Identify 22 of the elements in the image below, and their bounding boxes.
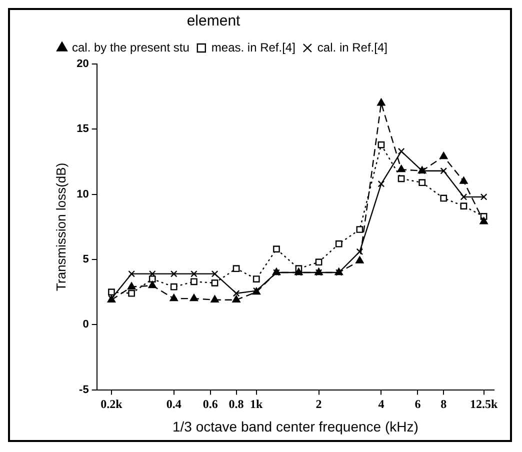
text: element: [186, 12, 242, 30]
legend-label: cal. by the present stu: [72, 40, 190, 54]
legend-label: meas. in Ref.[4]: [211, 40, 296, 54]
y-tick-label: 5: [82, 254, 89, 266]
y-axis-title: Transmission loss(dB): [53, 162, 68, 291]
x-tick-label: 12.5k: [470, 397, 498, 412]
x-tick-label: 2: [316, 397, 322, 412]
y-tick-label: 15: [76, 123, 89, 136]
y-tick-label: 0: [82, 318, 89, 331]
x-tick-label: 0.6: [202, 397, 218, 412]
x-tick-label: 0.4: [166, 397, 182, 412]
x-tick-label: 4: [378, 397, 384, 412]
y-tick-label: 10: [76, 188, 89, 200]
x-tick-label: 0.2k: [100, 397, 123, 412]
y-tick-label: 20: [76, 58, 89, 70]
y-tick-label: -5: [79, 384, 89, 396]
x-tick-label: 6: [414, 397, 421, 412]
x-tick-label: 8: [440, 397, 447, 412]
x-axis-title: 1/3 octave band center frequence (kHz): [172, 418, 418, 434]
legend-label: cal. in Ref.[4]: [317, 40, 388, 54]
x-tick-label: 1k: [250, 397, 264, 412]
x-tick-label: 0.8: [228, 397, 244, 412]
